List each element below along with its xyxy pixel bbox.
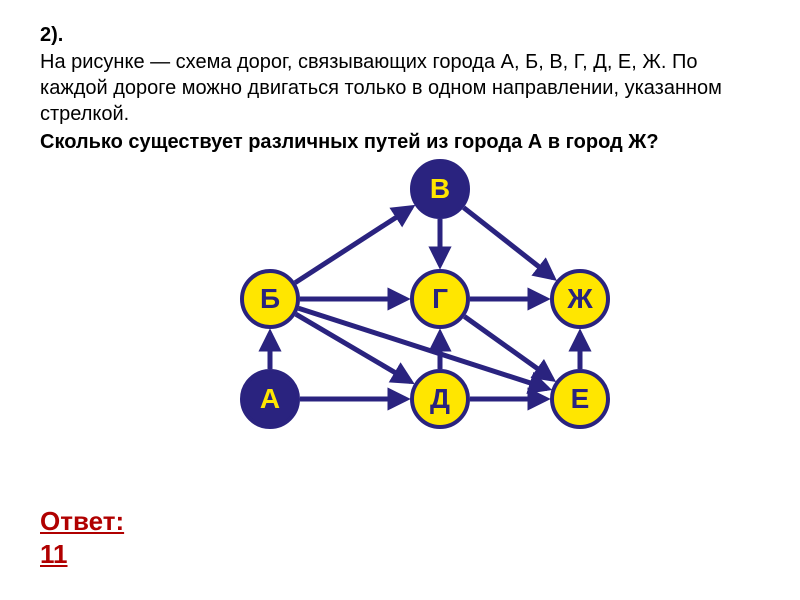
edge-B-V bbox=[295, 207, 411, 282]
node-G: Г bbox=[410, 269, 470, 329]
answer-value: 11 bbox=[40, 539, 68, 569]
road-graph: АБ ВГД ЕЖ bbox=[160, 149, 640, 439]
node-B: Б bbox=[240, 269, 300, 329]
node-A: А bbox=[240, 369, 300, 429]
problem-text: На рисунке — схема дорог, связывающих го… bbox=[40, 49, 760, 127]
problem-number: 2). bbox=[40, 24, 760, 47]
node-V: В bbox=[410, 159, 470, 219]
answer-label: Ответ: bbox=[40, 506, 124, 536]
node-Zh: Ж bbox=[550, 269, 610, 329]
node-D: Д bbox=[410, 369, 470, 429]
answer-block: Ответ: 11 bbox=[40, 505, 124, 570]
edge-V-Zh bbox=[464, 208, 554, 278]
edge-G-E bbox=[464, 316, 552, 379]
node-E: Е bbox=[550, 369, 610, 429]
